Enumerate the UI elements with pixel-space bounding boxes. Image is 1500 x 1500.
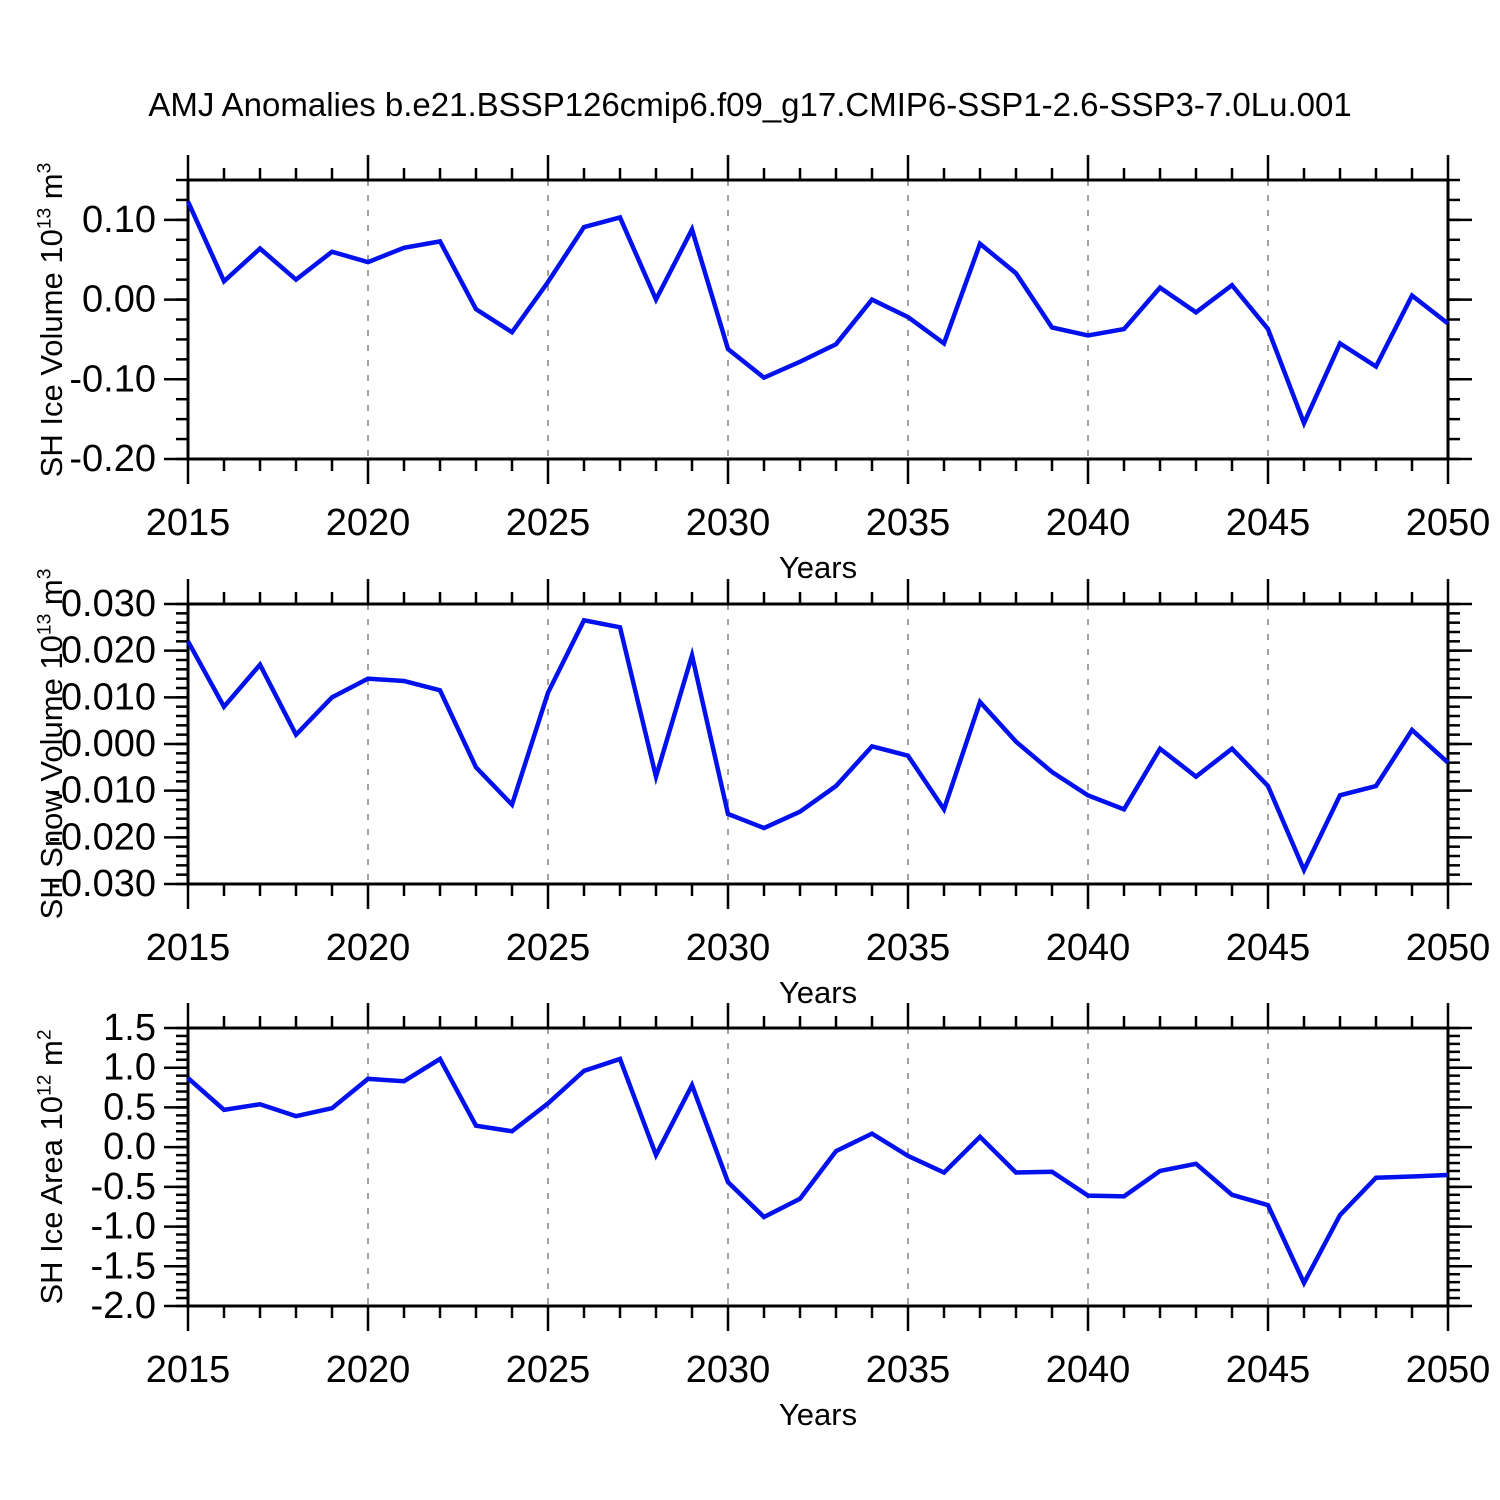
x-tick-label: 2020	[326, 1349, 411, 1391]
x-tick-label: 2035	[866, 927, 951, 969]
x-tick-label: 2015	[146, 1349, 231, 1391]
x-tick-label: 2035	[866, 502, 951, 544]
axis-box	[186, 178, 1450, 461]
x-tick-label: 2040	[1046, 1349, 1131, 1391]
x-tick-label: 2045	[1226, 502, 1311, 544]
x-tick-label: 2030	[686, 502, 771, 544]
y-axis-label-text: SH Ice Area 10	[34, 1095, 69, 1305]
panel-sh-ice-area: 1.51.00.50.0-0.5-1.0-1.5-2.0 2015 2020 2025…	[91, 1003, 1491, 1391]
x-tick-label: 2025	[506, 502, 591, 544]
unit-superscript: 3	[34, 568, 56, 580]
chart-title: AMJ Anomalies b.e21.BSSP126cmip6.f09_g17…	[148, 86, 1352, 123]
y-tick-label: -0.010	[48, 770, 156, 812]
x-tick-label: 2025	[506, 1349, 591, 1391]
x-tick-label: 2050	[1406, 502, 1491, 544]
y-tick-label: 1.0	[103, 1047, 156, 1089]
y-tick-label: 0.10	[82, 199, 156, 241]
x-tick-label: 2050	[1406, 927, 1491, 969]
y-tick-label: 0.0	[103, 1126, 156, 1168]
x-tick-label: 2025	[506, 927, 591, 969]
x-tick-label: 2030	[686, 1349, 771, 1391]
y-tick-label: 0.000	[61, 723, 156, 765]
x-tick-label: 2045	[1226, 1349, 1311, 1391]
unit-superscript: 2	[34, 1029, 56, 1041]
y-tick-label: 0.010	[61, 676, 156, 718]
y-tick-label: -0.030	[48, 863, 156, 905]
y-tick-label: -0.020	[48, 816, 156, 858]
x-tick-label: 2040	[1046, 927, 1131, 969]
y-tick-label: -0.5	[91, 1166, 156, 1208]
y-tick-label: 0.5	[103, 1086, 156, 1128]
y-axis-label-ice-volume: SH Ice Volume 1013 m3	[34, 163, 70, 478]
y-axis-label-snow-volume: SH Snow Volume 1013 m3	[34, 569, 70, 920]
exponent-superscript: 13	[34, 207, 56, 230]
x-tick-label: 2030	[686, 927, 771, 969]
y-tick-label: -1.5	[91, 1245, 156, 1287]
exponent-superscript: 12	[34, 1074, 56, 1096]
y-axis-label-ice-area: SH Ice Area 1012 m2	[34, 1029, 70, 1304]
series-line-sh-ice-volume	[185, 200, 1450, 429]
x-tick-label: 2035	[866, 1349, 951, 1391]
x-axis-label-panel-1: Years	[778, 550, 858, 585]
x-tick-label: 2020	[326, 927, 411, 969]
x-tick-label: 2020	[326, 502, 411, 544]
y-axis-label-text: SH Ice Volume 10	[34, 229, 69, 478]
axis-box	[186, 1026, 1450, 1308]
unit-superscript: 3	[34, 162, 56, 174]
y-tick-label: -2.0	[91, 1285, 156, 1327]
y-tick-label: -0.20	[69, 438, 156, 480]
y-tick-label: 1.5	[103, 1007, 156, 1049]
panel-sh-ice-volume: 0.10 0.00 -0.10 -0.20 2015 2020 2025 2030 2035 20…	[69, 155, 1490, 544]
x-axis-label-panel-2: Years	[778, 975, 858, 1010]
series-line-sh-ice-area	[186, 1055, 1449, 1289]
axis-box	[186, 602, 1450, 886]
x-tick-label: 2040	[1046, 502, 1131, 544]
y-tick-label: 0.020	[61, 630, 156, 672]
y-axis-label-unit: m	[34, 1040, 69, 1075]
x-tick-label: 2045	[1226, 927, 1311, 969]
y-tick-label: 0.030	[61, 583, 156, 625]
exponent-superscript: 13	[34, 613, 56, 636]
y-tick-label: 0.00	[82, 279, 156, 321]
y-tick-label: -0.10	[69, 358, 156, 400]
y-tick-label: -1.0	[91, 1206, 156, 1248]
y-axis-label-text: SH Snow Volume 10	[34, 635, 69, 920]
y-axis-label-unit: m	[34, 173, 69, 208]
x-tick-label: 2050	[1406, 1349, 1491, 1391]
x-tick-label: 2015	[146, 927, 231, 969]
x-axis-label-panel-3: Years	[778, 1397, 858, 1432]
series-line-sh-snow-volume	[186, 617, 1450, 876]
y-axis-label-unit: m	[34, 579, 69, 614]
x-tick-label: 2015	[146, 502, 231, 544]
